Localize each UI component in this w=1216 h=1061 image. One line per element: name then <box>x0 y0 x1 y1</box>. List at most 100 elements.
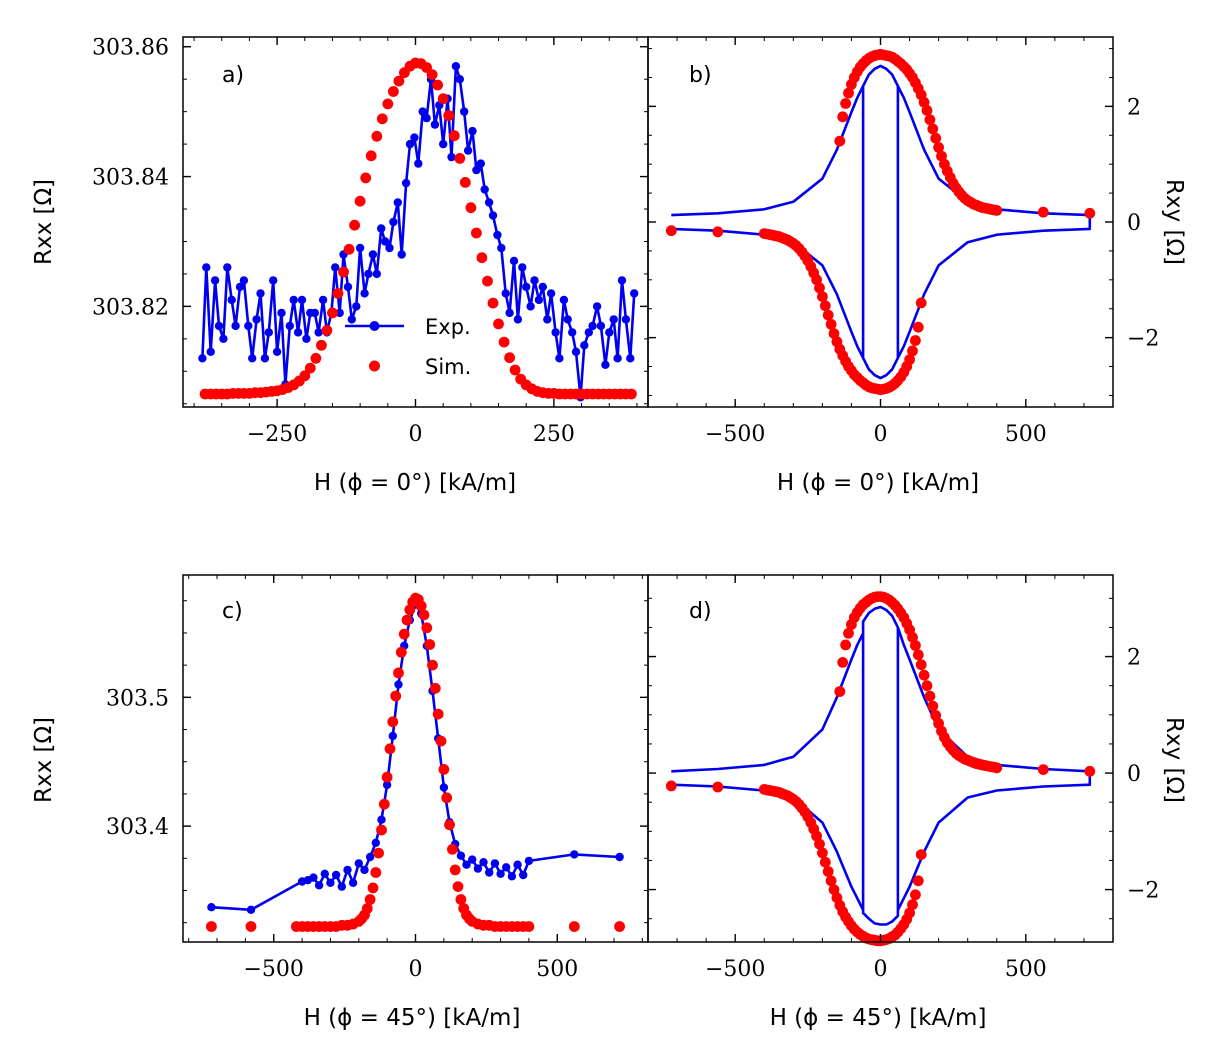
panel-a-exp-point <box>377 224 386 233</box>
panel-c-exp-point <box>365 852 375 862</box>
panel-c-sim-point <box>370 867 382 878</box>
panel-c-sim-point <box>206 921 217 932</box>
panel-d-sim-point <box>915 849 927 860</box>
panel-a-sim-point <box>376 113 388 125</box>
panel-c-exp-point <box>496 869 505 878</box>
panel-a-exp-point <box>526 302 535 311</box>
panel-c-sim-point <box>367 882 379 894</box>
panel-c-sim-point <box>361 903 373 914</box>
panel-a-exp-point <box>563 315 572 324</box>
panel-c-xtick-label: 0 <box>409 957 423 982</box>
panel-b-sim-point <box>837 111 849 123</box>
panel-a-sim-point <box>365 150 377 162</box>
legend: Exp. Sim. <box>345 315 471 379</box>
panel-a-exp-point <box>538 282 547 292</box>
panel-c-exp-point <box>354 859 363 868</box>
panel-c-exp-point <box>570 850 579 859</box>
panel-c-plot-area <box>206 592 625 932</box>
panel-b-xtick-label: −500 <box>705 422 765 447</box>
panel-a-exp-point <box>568 328 577 337</box>
panel-c-exp-line <box>211 603 620 912</box>
panel-c-sim-point <box>395 646 407 658</box>
panel-b-sim-point <box>991 205 1003 216</box>
panel-c-sim-point <box>447 843 458 855</box>
panel-a-exp-point <box>439 139 448 149</box>
panel-a-exp-point <box>410 133 419 142</box>
panel-a-exp-point <box>364 269 373 279</box>
panel-c-exp-point <box>320 869 329 878</box>
panel-b-ytick-label: 2 <box>1127 95 1141 120</box>
panel-a-exp-point <box>472 165 481 175</box>
panel-b-sim-point <box>712 226 724 238</box>
panel-b-sim-point <box>904 354 915 365</box>
panel-d-label: d) <box>689 599 712 624</box>
panel-a-sim-point <box>471 227 482 239</box>
panel-c-xtick-label: −500 <box>244 957 304 982</box>
panel-a-exp-point <box>393 198 402 207</box>
panel-a-xtick-label: −250 <box>247 422 307 447</box>
panel-c-sim-point <box>364 894 376 905</box>
panel-c-exp-point <box>485 868 494 877</box>
panel-a-exp-point <box>559 295 569 305</box>
panel-a-exp-point <box>335 308 344 318</box>
panel-a-exp-point <box>401 178 411 188</box>
panel-a-label: a) <box>222 63 244 88</box>
panel-a-exp-point <box>198 354 207 363</box>
panel-d-ytick-label: 2 <box>1127 646 1141 671</box>
panel-b-ticks: −500 0 500 −2 0 2 <box>647 37 1159 447</box>
panel-c-sim-point <box>418 609 430 621</box>
panel-d-xtick-label: −500 <box>705 957 765 982</box>
panel-d-sim-point <box>822 866 834 877</box>
panel-b-sim-point <box>811 274 822 286</box>
panel-a-sim-point <box>382 98 394 110</box>
panel-a-sim-point <box>354 195 366 207</box>
panel-b-ytick-label: −2 <box>1127 327 1159 352</box>
panel-a-exp-point <box>277 308 286 318</box>
panel-a-sim-point <box>332 288 344 299</box>
panel-c-exp-point <box>524 856 534 866</box>
panel-b-sim-point <box>822 309 834 321</box>
panel-d-sim-point <box>907 631 918 643</box>
panel-c-sim-point <box>427 659 438 671</box>
panel-c-sim-point <box>449 864 461 876</box>
panel-b-xtick-label: 500 <box>1005 422 1047 447</box>
panel-a-exp-point <box>468 126 477 136</box>
panel-c-exp-point <box>507 872 517 881</box>
panel-c-sim-point <box>429 682 441 694</box>
panel-c-sim-point <box>523 921 535 932</box>
panel-a-exp-point <box>493 230 502 240</box>
panel-c-exp-point <box>519 870 528 880</box>
panel-a-exp-point <box>314 328 323 337</box>
panel-a-sim-point <box>338 266 349 278</box>
panel-a-exp-point <box>397 250 406 259</box>
panel-c-exp-point <box>388 731 397 741</box>
panel-d-sim-point <box>924 690 936 702</box>
panel-a-sim-point <box>343 243 355 255</box>
panel-a-exp-point <box>343 282 353 292</box>
panel-c-exp-point <box>468 855 477 864</box>
panel-d-sim-point <box>834 686 846 697</box>
panel-a-exp-point <box>248 354 257 363</box>
panel-a-exp-point <box>297 295 307 305</box>
panel-c-exp-point <box>348 878 358 887</box>
panel-a-exp-point <box>331 263 340 272</box>
panel-b-sim-point <box>819 300 831 312</box>
panel-a-exp-point <box>522 282 531 292</box>
panel-a-sim-point <box>432 79 443 91</box>
panel-c-sim-point <box>614 921 625 932</box>
panel-a-ylabel: Rxx [Ω] <box>31 179 57 265</box>
panel-c-sim-point <box>424 639 436 650</box>
panel-a-exp-point <box>372 269 381 279</box>
panel-a-exp-point <box>418 107 427 116</box>
panel-a-plot-area <box>198 57 639 402</box>
panel-c-exp-point <box>615 852 624 862</box>
panel-a-exp-point <box>455 75 464 84</box>
panel-c-exp-point <box>331 870 341 880</box>
panel-a-sim-point <box>443 110 455 121</box>
panel-a-exp-point <box>571 347 581 356</box>
panel-a-sim-point <box>310 352 322 364</box>
panel-c-exp-point <box>337 882 346 891</box>
panel-a-sim-point <box>327 307 338 319</box>
panel-c-sim-point <box>245 921 257 932</box>
panel-a-xtick-label: 250 <box>533 422 575 447</box>
